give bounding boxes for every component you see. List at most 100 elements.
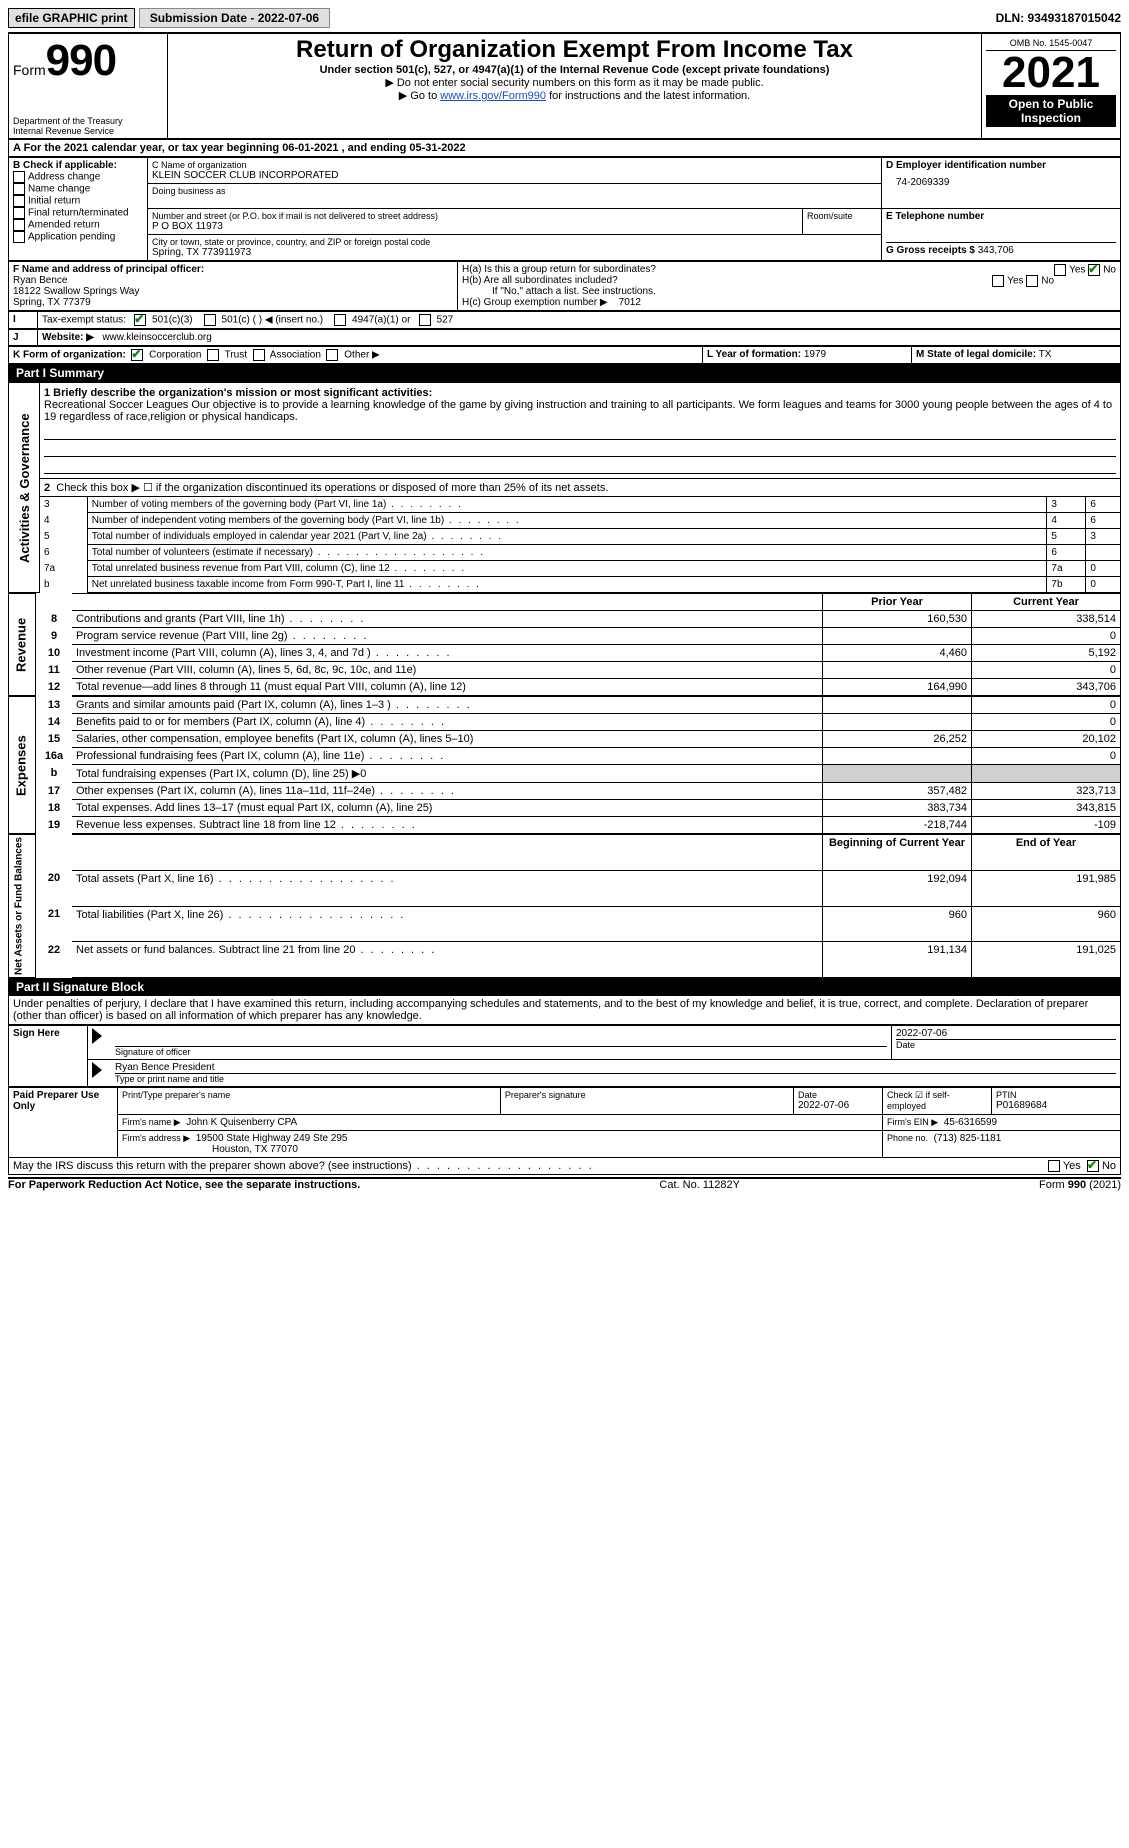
- ssn-warning: ▶ Do not enter social security numbers o…: [172, 76, 977, 89]
- sign-here-label: Sign Here: [9, 1026, 88, 1087]
- col-end: End of Year: [972, 835, 1121, 871]
- line13: Grants and similar amounts paid (Part IX…: [72, 697, 823, 714]
- line20: Total assets (Part X, line 16): [72, 870, 823, 906]
- part-2-header: Part II Signature Block: [8, 978, 1121, 996]
- paid-preparer-table: Paid Preparer Use Only Print/Type prepar…: [8, 1087, 1121, 1158]
- form-org-row: K Form of organization: Corporation Trus…: [9, 347, 703, 364]
- phone-label: Phone no.: [887, 1133, 928, 1143]
- discuss-yes-checkbox[interactable]: [1048, 1160, 1060, 1172]
- v4: 6: [1086, 513, 1121, 529]
- line12: Total revenue—add lines 8 through 11 (mu…: [72, 679, 823, 696]
- line9: Program service revenue (Part VIII, line…: [72, 628, 823, 645]
- hb-no-checkbox[interactable]: [1026, 275, 1038, 287]
- perjury-declaration: Under penalties of perjury, I declare th…: [8, 996, 1121, 1025]
- check-initial-return[interactable]: Initial return: [13, 195, 143, 207]
- officer-addr1: 18122 Swallow Springs Way: [13, 286, 453, 297]
- check-amended[interactable]: Amended return: [13, 219, 143, 231]
- state-domicile: M State of legal domicile: TX: [912, 347, 1121, 364]
- officer-addr2: Spring, TX 77379: [13, 297, 453, 308]
- efile-label: efile GRAPHIC print: [8, 8, 135, 28]
- 4947-checkbox[interactable]: [334, 314, 346, 326]
- netassets-table: Net Assets or Fund Balances Beginning of…: [8, 834, 1121, 978]
- line-i-label: I: [9, 312, 38, 329]
- website-value: www.kleinsoccerclub.org: [102, 332, 212, 343]
- line8: Contributions and grants (Part VIII, lin…: [72, 611, 823, 628]
- line16a: Professional fundraising fees (Part IX, …: [72, 748, 823, 765]
- tab-expenses: Expenses: [9, 697, 36, 834]
- check-name-change[interactable]: Name change: [13, 183, 143, 195]
- form990-link[interactable]: www.irs.gov/Form990: [440, 90, 546, 102]
- form-title: Return of Organization Exempt From Incom…: [172, 36, 977, 64]
- form-number: Form990: [13, 36, 163, 86]
- street-value: P O BOX 11973: [152, 221, 798, 232]
- part-1-header: Part I Summary: [8, 364, 1121, 382]
- dba-label: Doing business as: [152, 186, 877, 196]
- h-a-row: H(a) Is this a group return for subordin…: [462, 264, 1116, 275]
- form-header-table: Form990 Department of the Treasury Inter…: [8, 32, 1121, 140]
- assoc-checkbox[interactable]: [253, 349, 265, 361]
- ein-value: 74-2069339: [886, 171, 1116, 188]
- discuss-no-checkbox[interactable]: [1087, 1160, 1099, 1172]
- other-checkbox[interactable]: [326, 349, 338, 361]
- footer-right: Form 990 (2021): [1039, 1179, 1121, 1191]
- v7b: 0: [1086, 577, 1121, 593]
- line15: Salaries, other compensation, employee b…: [72, 731, 823, 748]
- line16b: Total fundraising expenses (Part IX, col…: [72, 765, 823, 783]
- prep-date: 2022-07-06: [798, 1100, 878, 1111]
- revenue-table: Revenue Prior Year Current Year 8Contrib…: [8, 593, 1121, 696]
- check-address-change[interactable]: Address change: [13, 171, 143, 183]
- line7b: Net unrelated business taxable income fr…: [87, 577, 1047, 593]
- self-employed: Check ☑ if self-employed: [883, 1088, 992, 1115]
- line21: Total liabilities (Part X, line 26): [72, 906, 823, 942]
- h-b-note: If "No," attach a list. See instructions…: [462, 286, 1116, 297]
- v7a: 0: [1086, 561, 1121, 577]
- firm-addr1: 19500 State Highway 249 Ste 295: [196, 1133, 348, 1144]
- corp-checkbox[interactable]: [131, 349, 143, 361]
- gross-receipts-value: 343,706: [978, 245, 1014, 256]
- entity-info-table: B Check if applicable: Address change Na…: [8, 157, 1121, 261]
- irs-label: Internal Revenue Service: [13, 126, 163, 136]
- sig-date: 2022-07-06: [896, 1028, 1116, 1039]
- line10: Investment income (Part VIII, column (A)…: [72, 645, 823, 662]
- footer-left: For Paperwork Reduction Act Notice, see …: [8, 1179, 360, 1191]
- 501c3-checkbox[interactable]: [134, 314, 146, 326]
- firm-addr2: Houston, TX 77070: [122, 1144, 298, 1155]
- discuss-row: May the IRS discuss this return with the…: [8, 1158, 1121, 1175]
- check-final-return[interactable]: Final return/terminated: [13, 207, 143, 219]
- line2-text: Check this box ▶ ☐ if the organization d…: [56, 482, 608, 494]
- line7a: Total unrelated business revenue from Pa…: [87, 561, 1047, 577]
- city-value: Spring, TX 773911973: [152, 247, 877, 258]
- tab-governance: Activities & Governance: [9, 383, 40, 593]
- line4: Number of independent voting members of …: [87, 513, 1047, 529]
- hc-value: 7012: [619, 297, 641, 308]
- tab-revenue: Revenue: [9, 594, 36, 696]
- submission-date-button[interactable]: Submission Date - 2022-07-06: [139, 8, 330, 28]
- sig-arrow-icon: [92, 1062, 102, 1078]
- check-app-pending[interactable]: Application pending: [13, 231, 143, 243]
- street-label: Number and street (or P.O. box if mail i…: [152, 211, 798, 221]
- v6: [1086, 545, 1121, 561]
- efile-topbar: efile GRAPHIC print Submission Date - 20…: [8, 8, 1121, 28]
- firm-ein-label: Firm's EIN ▶: [887, 1117, 938, 1127]
- ha-yes-checkbox[interactable]: [1054, 264, 1066, 276]
- sig-officer-label: Signature of officer: [115, 1047, 887, 1057]
- officer-group-table: F Name and address of principal officer:…: [8, 261, 1121, 311]
- 527-checkbox[interactable]: [419, 314, 431, 326]
- ptin-label: PTIN: [996, 1090, 1116, 1100]
- col-beginning: Beginning of Current Year: [823, 835, 972, 871]
- trust-checkbox[interactable]: [207, 349, 219, 361]
- open-to-public: Open to Public Inspection: [986, 95, 1116, 127]
- prep-name-label: Print/Type preparer's name: [122, 1090, 496, 1100]
- col-current: Current Year: [972, 594, 1121, 611]
- hb-yes-checkbox[interactable]: [992, 275, 1004, 287]
- dln-label: DLN: 93493187015042: [996, 11, 1121, 25]
- ein-label: D Employer identification number: [886, 160, 1116, 171]
- website-row: Website: ▶ www.kleinsoccerclub.org: [38, 330, 1121, 346]
- h-c-row: H(c) Group exemption number ▶ 7012: [462, 297, 1116, 308]
- ha-no-checkbox[interactable]: [1088, 264, 1100, 276]
- 501c-checkbox[interactable]: [204, 314, 216, 326]
- line17: Other expenses (Part IX, column (A), lin…: [72, 783, 823, 800]
- tax-year: 2021: [986, 51, 1116, 95]
- sig-date-label: Date: [896, 1039, 1116, 1050]
- section-b-label: B Check if applicable:: [13, 160, 143, 171]
